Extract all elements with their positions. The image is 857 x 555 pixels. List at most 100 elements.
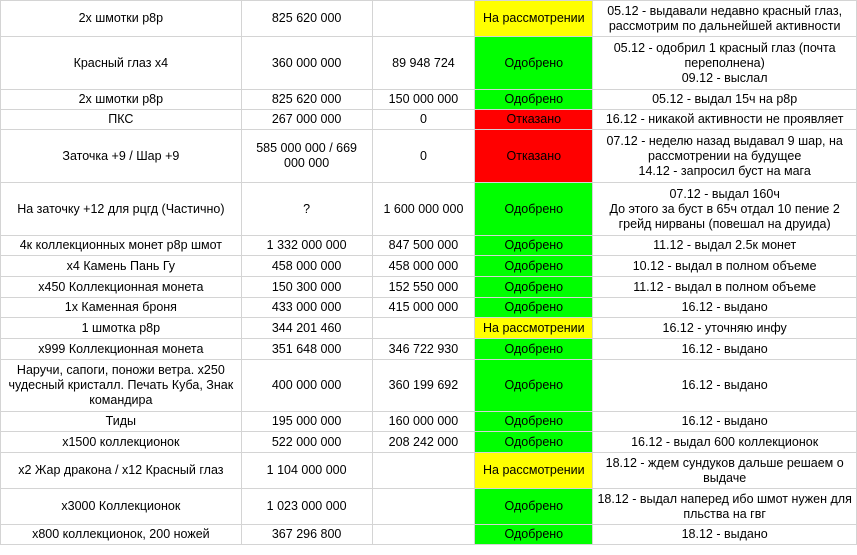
paid-cell[interactable]: 0 — [371, 129, 476, 183]
price-cell[interactable]: ? — [240, 182, 373, 236]
comment-cell[interactable]: 05.12 - выдавали недавно красный глаз, р… — [592, 0, 857, 37]
item-cell[interactable]: 2х шмотки р8р — [0, 89, 242, 110]
item-cell[interactable]: 1 шмотка р8р — [0, 317, 242, 339]
item-cell[interactable]: х999 Коллекционная монета — [0, 338, 242, 360]
paid-cell[interactable] — [371, 488, 476, 525]
status-cell[interactable]: Одобрено — [474, 89, 594, 110]
table-row: х1500 коллекционок 522 000 000 208 242 000… — [0, 431, 857, 453]
table-row: Красный глаз х4 360 000 000 89 948 724 Одоб… — [0, 36, 857, 90]
paid-cell[interactable]: 89 948 724 — [371, 36, 476, 90]
price-cell[interactable]: 585 000 000 / 669 000 000 — [240, 129, 373, 183]
status-cell[interactable]: Одобрено — [474, 235, 594, 256]
comment-cell[interactable]: 11.12 - выдал 2.5к монет — [592, 235, 857, 256]
price-cell[interactable]: 433 000 000 — [240, 297, 373, 318]
table-row: Заточка +9 / Шар +9 585 000 000 / 669 000… — [0, 129, 857, 183]
comment-cell[interactable]: 07.12 - неделю назад выдавал 9 шар, на р… — [592, 129, 857, 183]
status-cell[interactable]: Одобрено — [474, 359, 594, 412]
price-cell[interactable]: 344 201 460 — [240, 317, 373, 339]
paid-cell[interactable]: 152 550 000 — [371, 276, 476, 298]
status-cell[interactable]: На рассмотрении — [474, 0, 594, 37]
price-cell[interactable]: 825 620 000 — [240, 89, 373, 110]
status-cell[interactable]: Одобрено — [474, 488, 594, 525]
comment-cell[interactable]: 18.12 - выдал наперед ибо шмот нужен для… — [592, 488, 857, 525]
comment-cell[interactable]: 16.12 - выдано — [592, 411, 857, 432]
comment-cell[interactable]: 18.12 - ждем сундуков дальше решаем о вы… — [592, 452, 857, 489]
comment-cell[interactable]: 16.12 - выдано — [592, 297, 857, 318]
item-cell[interactable]: х1500 коллекционок — [0, 431, 242, 453]
table-row: х450 Коллекционная монета 150 300 000 152 … — [0, 276, 857, 298]
paid-cell[interactable]: 346 722 930 — [371, 338, 476, 360]
price-cell[interactable]: 150 300 000 — [240, 276, 373, 298]
comment-cell[interactable]: 18.12 - выдано — [592, 524, 857, 545]
price-cell[interactable]: 400 000 000 — [240, 359, 373, 412]
item-cell[interactable]: х3000 Коллекционок — [0, 488, 242, 525]
paid-cell[interactable] — [371, 452, 476, 489]
comment-cell[interactable]: 16.12 - уточняю инфу — [592, 317, 857, 339]
comment-cell[interactable]: 16.12 - выдано — [592, 359, 857, 412]
item-cell[interactable]: Тиды — [0, 411, 242, 432]
price-cell[interactable]: 351 648 000 — [240, 338, 373, 360]
status-cell[interactable]: Одобрено — [474, 431, 594, 453]
item-cell[interactable]: Наручи, сапоги, поножи ветра. х250 чудес… — [0, 359, 242, 412]
status-cell[interactable]: Одобрено — [474, 411, 594, 432]
paid-cell[interactable] — [371, 317, 476, 339]
price-cell[interactable]: 367 296 800 — [240, 524, 373, 545]
comment-cell[interactable]: 16.12 - выдал 600 коллекционок — [592, 431, 857, 453]
comment-cell[interactable]: 16.12 - никакой активности не проявляет — [592, 109, 857, 130]
item-cell[interactable]: 4к коллекционных монет р8р шмот — [0, 235, 242, 256]
item-cell[interactable]: Заточка +9 / Шар +9 — [0, 129, 242, 183]
status-cell[interactable]: Одобрено — [474, 524, 594, 545]
status-cell[interactable]: На рассмотрении — [474, 452, 594, 489]
item-cell[interactable]: Красный глаз х4 — [0, 36, 242, 90]
paid-cell[interactable]: 208 242 000 — [371, 431, 476, 453]
table-row: х2 Жар дракона / х12 Красный глаз 1 104 0… — [0, 452, 857, 489]
status-cell[interactable]: Одобрено — [474, 276, 594, 298]
paid-cell[interactable]: 847 500 000 — [371, 235, 476, 256]
price-cell[interactable]: 1 104 000 000 — [240, 452, 373, 489]
paid-cell[interactable] — [371, 0, 476, 37]
paid-cell[interactable]: 360 199 692 — [371, 359, 476, 412]
status-cell[interactable]: Одобрено — [474, 297, 594, 318]
paid-cell[interactable] — [371, 524, 476, 545]
status-cell[interactable]: Отказано — [474, 129, 594, 183]
price-cell[interactable]: 1 332 000 000 — [240, 235, 373, 256]
price-cell[interactable]: 1 023 000 000 — [240, 488, 373, 525]
status-cell[interactable]: На рассмотрении — [474, 317, 594, 339]
comment-cell[interactable]: 11.12 - выдал в полном объеме — [592, 276, 857, 298]
price-cell[interactable]: 195 000 000 — [240, 411, 373, 432]
item-cell[interactable]: 1х Каменная броня — [0, 297, 242, 318]
paid-cell[interactable]: 1 600 000 000 — [371, 182, 476, 236]
item-cell[interactable]: На заточку +12 для рцгд (Частично) — [0, 182, 242, 236]
paid-cell[interactable]: 0 — [371, 109, 476, 130]
paid-cell[interactable]: 415 000 000 — [371, 297, 476, 318]
item-cell[interactable]: х800 коллекционок, 200 ножей — [0, 524, 242, 545]
table-row: ПКС 267 000 000 0 Отказано 16.12 - никакой а… — [0, 109, 857, 130]
comment-cell[interactable]: 10.12 - выдал в полном объеме — [592, 255, 857, 277]
status-cell[interactable]: Отказано — [474, 109, 594, 130]
paid-cell[interactable]: 150 000 000 — [371, 89, 476, 110]
status-cell[interactable]: Одобрено — [474, 182, 594, 236]
price-cell[interactable]: 360 000 000 — [240, 36, 373, 90]
comment-cell[interactable]: 05.12 - одобрил 1 красный глаз (почта пе… — [592, 36, 857, 90]
paid-cell[interactable]: 458 000 000 — [371, 255, 476, 277]
comment-cell[interactable]: 16.12 - выдано — [592, 338, 857, 360]
status-cell[interactable]: Одобрено — [474, 255, 594, 277]
item-cell[interactable]: х450 Коллекционная монета — [0, 276, 242, 298]
status-cell[interactable]: Одобрено — [474, 36, 594, 90]
table-row: 1х Каменная броня 433 000 000 415 000 000 О… — [0, 297, 857, 318]
item-cell[interactable]: х2 Жар дракона / х12 Красный глаз — [0, 452, 242, 489]
status-cell[interactable]: Одобрено — [474, 338, 594, 360]
table-row: 2х шмотки р8р 825 620 000 На рассмотрении 0… — [0, 0, 857, 37]
paid-cell[interactable]: 160 000 000 — [371, 411, 476, 432]
item-cell[interactable]: ПКС — [0, 109, 242, 130]
price-cell[interactable]: 267 000 000 — [240, 109, 373, 130]
item-cell[interactable]: 2х шмотки р8р — [0, 0, 242, 37]
price-cell[interactable]: 458 000 000 — [240, 255, 373, 277]
item-cell[interactable]: х4 Камень Пань Гу — [0, 255, 242, 277]
comment-cell[interactable]: 07.12 - выдал 160ч До этого за буст в 65ч… — [592, 182, 857, 236]
price-cell[interactable]: 522 000 000 — [240, 431, 373, 453]
comment-cell[interactable]: 05.12 - выдал 15ч на р8р — [592, 89, 857, 110]
price-cell[interactable]: 825 620 000 — [240, 0, 373, 37]
table-row: х999 Коллекционная монета 351 648 000 346 … — [0, 338, 857, 360]
